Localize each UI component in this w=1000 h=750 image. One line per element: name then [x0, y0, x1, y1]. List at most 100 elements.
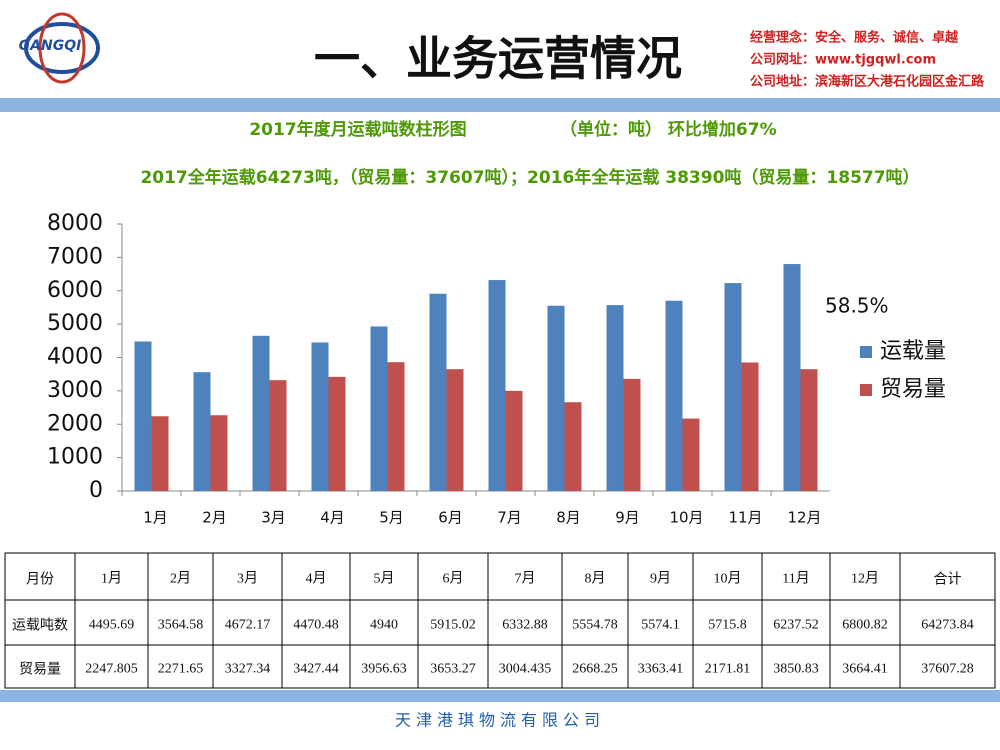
bar	[269, 380, 287, 491]
bar	[446, 369, 464, 491]
x-tick-label: 5月	[379, 509, 404, 527]
table-value: 3956.63	[361, 662, 407, 677]
annotation: 58.5%	[825, 294, 889, 318]
table-header: 12月	[851, 571, 879, 587]
table-value: 3850.83	[773, 662, 819, 677]
legend-swatch	[860, 346, 872, 358]
bar	[547, 305, 565, 491]
table-header: 7月	[515, 571, 536, 587]
table-header: 10月	[714, 571, 742, 587]
y-tick-label: 2000	[47, 411, 103, 436]
x-tick-label: 10月	[669, 509, 703, 527]
table-value: 6800.82	[842, 618, 888, 633]
table-value: 37607.28	[921, 662, 974, 677]
table-value: 3363.41	[638, 662, 684, 677]
y-tick-label: 7000	[47, 244, 103, 269]
bar	[800, 369, 818, 491]
chart-subtitle: （单位：吨） 环比增加67%	[560, 119, 777, 140]
table-header: 合计	[934, 572, 962, 588]
table-value: 5715.8	[708, 618, 747, 633]
chart-summary: 2017全年运载64273吨，（贸易量：37607吨）；2016年全年运载 38…	[140, 167, 919, 188]
bar	[724, 283, 742, 491]
legend-label: 贸易量	[880, 377, 946, 402]
legend-swatch	[860, 384, 872, 396]
x-tick-label: 6月	[438, 509, 463, 527]
x-tick-label: 12月	[787, 509, 821, 527]
table-header: 4月	[306, 571, 327, 587]
header-note: 经营理念：安全、服务、诚信、卓越	[750, 30, 959, 46]
y-tick-label: 6000	[47, 278, 103, 303]
table-value: 运载吨数	[12, 618, 68, 634]
header-band	[0, 98, 1000, 112]
table-value: 3664.41	[842, 662, 888, 677]
x-tick-label: 1月	[143, 509, 168, 527]
x-tick-label: 3月	[261, 509, 286, 527]
table-value: 2171.81	[705, 662, 751, 677]
x-tick-label: 11月	[728, 509, 762, 527]
table-value: 3427.44	[293, 662, 339, 677]
table-value: 5915.02	[430, 618, 476, 633]
table-header: 11月	[782, 571, 809, 587]
y-tick-label: 8000	[47, 211, 103, 236]
x-tick-label: 7月	[497, 509, 522, 527]
bar	[370, 326, 388, 491]
bar	[682, 418, 700, 491]
bar	[252, 335, 270, 491]
table-value: 4940	[370, 618, 398, 633]
legend-label: 运载量	[880, 339, 946, 364]
bar	[665, 300, 683, 491]
bar	[151, 416, 169, 491]
logo-ring	[24, 22, 100, 74]
bar	[193, 372, 211, 491]
table-value: 4470.48	[293, 618, 339, 633]
table-value: 6332.88	[502, 618, 548, 633]
table-header: 6月	[443, 571, 464, 587]
logo-text: GANGQI	[19, 38, 82, 54]
table-header: 2月	[170, 571, 191, 587]
x-tick-label: 8月	[556, 509, 581, 527]
table-header: 8月	[585, 571, 606, 587]
bar	[623, 378, 641, 491]
slide-title: 一、业务运营情况	[314, 32, 682, 86]
bar	[488, 280, 506, 491]
x-tick-label: 4月	[320, 509, 345, 527]
table-value: 5574.1	[641, 618, 680, 633]
chart-title: 2017年度月运载吨数柱形图	[249, 119, 466, 140]
bar	[210, 415, 228, 491]
y-tick-label: 3000	[47, 378, 103, 403]
x-tick-label: 9月	[615, 509, 640, 527]
table-value: 3327.34	[225, 662, 271, 677]
table-header: 月份	[26, 572, 54, 588]
y-tick-label: 1000	[47, 445, 103, 470]
table-value: 2271.65	[158, 662, 204, 677]
table-header: 3月	[237, 571, 258, 587]
bar	[429, 293, 447, 491]
table-value: 2668.25	[572, 662, 618, 677]
bar	[311, 342, 329, 491]
bar	[564, 402, 582, 491]
table-header: 1月	[101, 571, 122, 587]
table-value: 贸易量	[19, 662, 61, 678]
y-tick-label: 4000	[47, 345, 103, 370]
bar	[387, 362, 405, 491]
table-value: 3653.27	[430, 662, 476, 677]
footer-band	[0, 690, 1000, 702]
table-value: 4495.69	[89, 618, 135, 633]
bar	[505, 390, 523, 491]
table-value: 2247.805	[85, 662, 138, 677]
x-tick-label: 2月	[202, 509, 227, 527]
bar	[783, 264, 801, 491]
table-value: 64273.84	[921, 618, 974, 633]
table-header: 9月	[650, 571, 671, 587]
header-note: 公司地址：滨海新区大港石化园区金汇路	[750, 74, 985, 90]
table-header: 5月	[374, 571, 395, 587]
table-value: 3564.58	[158, 618, 204, 633]
logo-ring-red	[38, 12, 86, 84]
bar	[741, 362, 759, 491]
bar	[328, 376, 346, 491]
table-value: 4672.17	[225, 618, 271, 633]
y-tick-label: 0	[89, 478, 103, 503]
table-value: 5554.78	[572, 618, 618, 633]
y-tick-label: 5000	[47, 311, 103, 336]
